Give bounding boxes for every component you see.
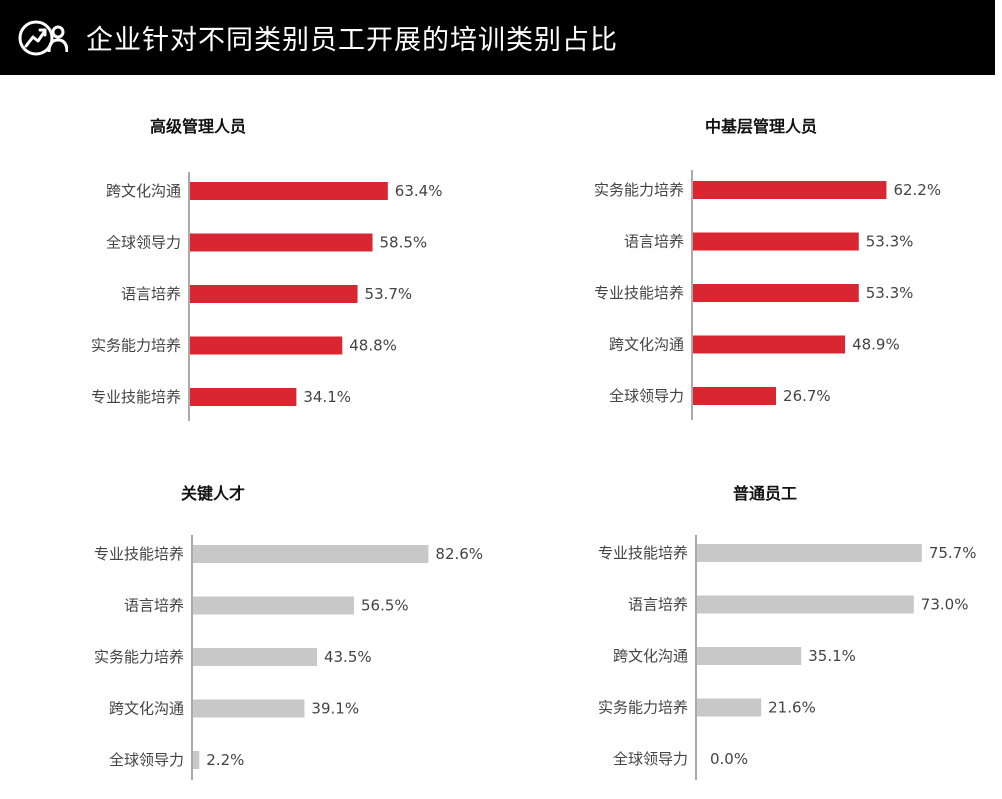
chart-title: 普通员工 [733,484,798,503]
chart-title: 关键人才 [181,484,246,503]
value-label: 56.5% [361,597,409,615]
bar [693,181,887,199]
value-label: 53.3% [866,284,914,302]
bar [697,595,914,614]
category-label: 专业技能培养 [594,284,684,302]
analytics-person-icon [14,15,70,61]
category-label: 专业技能培养 [598,544,688,562]
value-label: 43.5% [324,648,372,666]
value-label: 53.3% [866,233,914,251]
category-label: 实务能力培养 [94,648,184,666]
category-label: 专业技能培养 [94,545,184,563]
bar [697,647,802,665]
bar [193,596,355,615]
category-label: 语言培养 [624,233,684,251]
category-label: 专业技能培养 [91,388,181,406]
category-label: 语言培养 [121,285,181,303]
value-label: 73.0% [921,596,969,614]
category-label: 语言培养 [124,597,184,615]
category-label: 跨文化沟通 [109,700,184,718]
bar [193,545,429,563]
value-label: 26.7% [783,387,831,405]
value-label: 2.2% [206,751,244,769]
bar [193,699,305,718]
category-label: 实务能力培养 [91,337,181,355]
bar [190,182,388,200]
bar [190,285,358,303]
value-label: 39.1% [311,700,359,718]
category-label: 全球领导力 [106,234,181,252]
value-label: 35.1% [808,647,856,665]
category-label: 跨文化沟通 [613,647,688,665]
bar [193,751,200,769]
value-label: 21.6% [768,699,816,717]
page-title: 企业针对不同类别员工开展的培训类别占比 [86,25,618,56]
bar [693,335,846,354]
bar [697,544,922,562]
category-label: 全球领导力 [109,751,184,769]
bar-chart: 跨文化沟通 63.4% 全球领导力 58.5% 语言培养 53.7% 实务能力培养 48.8%… [91,172,442,421]
category-label: 跨文化沟通 [609,336,684,354]
bar-chart: 专业技能培养 75.7% 语言培养 73.0% 跨文化沟通 35.1% 实务能力培养 21.6… [598,535,976,780]
header-bar: 企业针对不同类别员工开展的培训类别占比 [0,0,995,75]
bar [697,698,762,717]
value-label: 48.8% [349,337,397,355]
category-label: 实务能力培养 [598,699,688,717]
bar [693,284,859,302]
category-label: 语言培养 [628,596,688,614]
value-label: 62.2% [893,181,941,199]
bar [190,388,297,406]
bar [693,232,859,251]
value-label: 53.7% [365,285,413,303]
chart-title: 高级管理人员 [150,117,247,136]
category-label: 全球领导力 [609,387,684,405]
value-label: 48.9% [852,336,900,354]
chart-title: 中基层管理人员 [705,117,818,136]
bar [190,336,343,355]
value-label: 0.0% [710,750,748,768]
category-label: 全球领导力 [613,750,688,768]
bar [693,387,777,405]
value-label: 75.7% [929,544,977,562]
category-label: 跨文化沟通 [106,182,181,200]
value-label: 34.1% [303,388,351,406]
value-label: 63.4% [395,182,443,200]
value-label: 58.5% [380,234,428,252]
value-label: 82.6% [435,545,483,563]
bar-chart: 专业技能培养 82.6% 语言培养 56.5% 实务能力培养 43.5% 跨文化沟通 39.1… [94,535,483,780]
category-label: 实务能力培养 [594,181,684,199]
bar [190,233,373,252]
bar-chart: 实务能力培养 62.2% 语言培养 53.3% 专业技能培养 53.3% 跨文化沟通 48.9… [594,170,941,420]
bar [193,648,317,666]
